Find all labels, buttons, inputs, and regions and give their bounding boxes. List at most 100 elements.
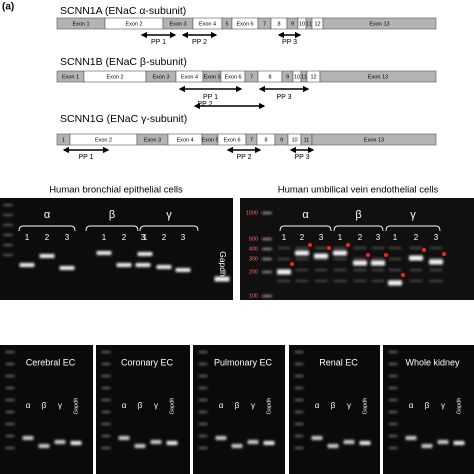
lane-label: 1	[282, 233, 287, 242]
lane-label: 3	[319, 233, 324, 242]
lane-bracket	[279, 225, 332, 232]
primer-pair-label: PP 2	[192, 39, 207, 46]
gel-band	[388, 351, 398, 353]
exon-label: 10	[299, 21, 305, 27]
gel-band	[333, 247, 347, 249]
lane-label: γ	[441, 401, 445, 410]
lane-label: Gapdh	[169, 398, 175, 415]
exon-label: 7	[250, 74, 253, 80]
band-marker	[422, 248, 426, 252]
gel-band	[371, 258, 385, 260]
gel-band	[371, 260, 385, 266]
exon-box	[311, 133, 437, 146]
gel-band	[198, 435, 208, 437]
exon-label: 7	[250, 137, 253, 143]
gel-band	[353, 260, 367, 266]
gel-band	[262, 212, 272, 214]
gel-band	[263, 441, 275, 445]
gel-title: Human umbilical vein endothelial cells	[278, 185, 439, 196]
gel-band	[405, 436, 417, 440]
gel-band	[198, 387, 208, 389]
gel-band	[215, 436, 227, 440]
gel-band	[198, 423, 208, 425]
gel-band	[294, 447, 304, 449]
gene-title: SCNN1G (ENaC γ-subunit)	[60, 113, 187, 125]
gel-band	[333, 280, 347, 282]
gel-band	[150, 440, 162, 444]
band-marker	[290, 262, 294, 266]
gel-band	[294, 411, 304, 413]
gel-band	[388, 435, 398, 437]
gel-band	[314, 253, 328, 259]
lane-bracket	[333, 225, 384, 232]
gel-band	[198, 411, 208, 413]
gel-band	[353, 247, 367, 249]
ladder-label: 100	[249, 293, 258, 299]
gel-band	[388, 269, 402, 271]
gel-band	[388, 387, 398, 389]
gel-band	[134, 444, 146, 448]
gel-band	[333, 250, 347, 256]
gene-title: SCNN1B (ENaC β-subunit)	[60, 56, 187, 68]
gel-band	[198, 447, 208, 449]
gel-band	[294, 435, 304, 437]
gel-band	[156, 265, 172, 269]
exon-label: Exon 3	[169, 21, 186, 27]
exon-label: 11	[306, 21, 312, 27]
gel-title: Human bronchial epithelial cells	[49, 185, 183, 196]
gel-title: Coronary EC	[121, 357, 174, 367]
gel-band	[294, 363, 304, 365]
gel-band	[388, 258, 402, 260]
gel-image	[289, 345, 380, 474]
lane-label: γ	[251, 401, 255, 410]
gel-band	[101, 399, 111, 401]
lane-label: γ	[347, 401, 351, 410]
gel-band	[101, 351, 111, 353]
band-marker	[308, 243, 312, 247]
gel-band	[409, 247, 423, 249]
gel-band	[409, 255, 423, 261]
gel-band	[5, 411, 15, 413]
gel-band	[101, 423, 111, 425]
ladder-label: 300	[249, 256, 258, 262]
gel-band	[277, 247, 291, 249]
gel-band	[262, 258, 272, 260]
gel-image	[193, 345, 285, 474]
exon-label: Exon 2	[125, 21, 142, 27]
lane-label: 2	[162, 233, 167, 242]
gel-band	[353, 258, 367, 260]
gel-band	[5, 423, 15, 425]
gel-title: Pulmonary EC	[214, 357, 273, 367]
gel-band	[214, 276, 230, 282]
gel-band	[277, 258, 291, 260]
exon-label: Exon 1	[72, 21, 89, 27]
gel-band	[5, 399, 15, 401]
exon-box	[322, 17, 437, 30]
ladder-label: 1000	[246, 210, 258, 216]
lane-label: α	[219, 401, 224, 410]
gel-band	[333, 269, 347, 271]
lane-label: 2	[122, 233, 127, 242]
gel-band	[343, 440, 355, 444]
gel-band	[311, 436, 323, 440]
lane-bracket	[139, 225, 199, 232]
band-marker	[401, 273, 405, 277]
lane-bracket	[385, 225, 441, 232]
gel-band	[175, 268, 191, 272]
lane-label: α	[315, 401, 320, 410]
exon-label: 5	[225, 21, 228, 27]
gel-band	[314, 269, 328, 271]
exon-label: Exon 6	[236, 21, 253, 27]
lane-label: 3	[434, 233, 439, 242]
gel-band	[5, 435, 15, 437]
gel-band	[262, 271, 272, 273]
band-marker	[442, 252, 446, 256]
gel-band	[371, 247, 385, 249]
lane-bracket	[85, 225, 139, 232]
gel-band	[5, 363, 15, 365]
primer-pair-label: PP 2	[197, 101, 212, 108]
lane-label: α	[409, 401, 414, 410]
gene-title: SCNN1A (ENaC α-subunit)	[60, 5, 186, 17]
group-label: β	[109, 209, 115, 221]
gel-band	[198, 363, 208, 365]
